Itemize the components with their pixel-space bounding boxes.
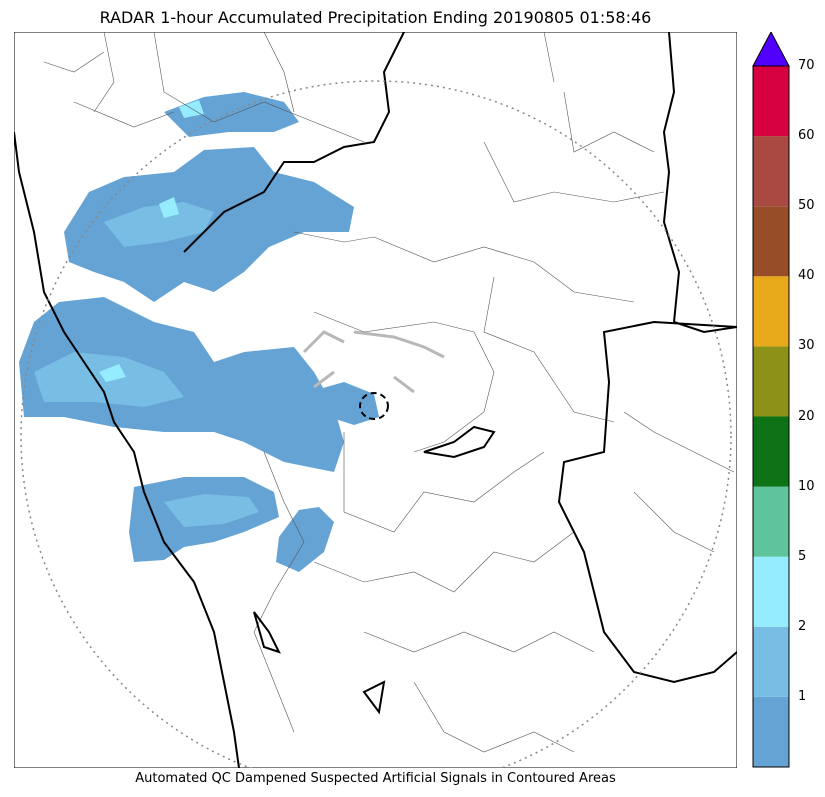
colorbar-segments [753,66,789,767]
rain-area-northwest [64,147,354,302]
colorbar-segment [753,556,789,627]
rain-cyan-3 [99,364,126,382]
colorbar-tick-label: 1 [798,688,807,704]
colorbar-segment [753,206,789,277]
rain-cyan-2 [159,197,179,218]
eastern-state-border [662,32,737,334]
colorbar-segment [753,696,789,767]
colorbar-tick-label: 70 [798,58,815,73]
colorbar [752,32,790,768]
colorbar-tick-label: 40 [798,268,815,284]
precipitation-layer [19,92,445,572]
rain-area-west [19,297,344,472]
colorbar-frame [752,65,790,768]
south-enclave-border [253,611,281,654]
colorbar-tick-label: 60 [798,128,815,144]
qc-footnote: Automated QC Dampened Suspected Artifici… [135,771,616,786]
colorbar-segment [753,276,789,347]
colorbar-segment [753,626,789,697]
chart-title: RADAR 1-hour Accumulated Precipitation E… [99,8,652,27]
south-enclave-border-2 [362,680,386,715]
colorbar-tick-label: 2 [798,618,807,634]
qc-contour [359,392,389,420]
colorbar-tick-label: 50 [798,198,815,214]
artifact-signals [302,330,445,394]
inner-island-border [423,425,496,459]
northern-state-border [183,32,405,253]
southeastern-state-border [557,320,737,684]
colorbar-segment [753,66,789,137]
minor-borders [43,32,735,753]
rain-medium-3 [164,494,259,527]
rain-area-center [309,382,379,425]
colorbar-extend-arrow [752,32,790,67]
major-borders [14,32,737,768]
rain-medium-1 [104,202,214,247]
colorbar-tick-label: 30 [798,338,815,354]
colorbar-tick-label: 5 [798,548,807,564]
colorbar-segment [753,486,789,557]
colorbar-segment [753,416,789,487]
coastline [14,131,240,768]
rain-cyan-1 [179,100,204,118]
colorbar-segment [753,136,789,207]
colorbar-segment [753,346,789,417]
rain-area-south [276,507,334,572]
radar-map [14,32,737,768]
colorbar-tick-label: 10 [798,478,815,494]
range-ring [20,80,732,768]
colorbar-tick-label: 20 [798,408,815,424]
